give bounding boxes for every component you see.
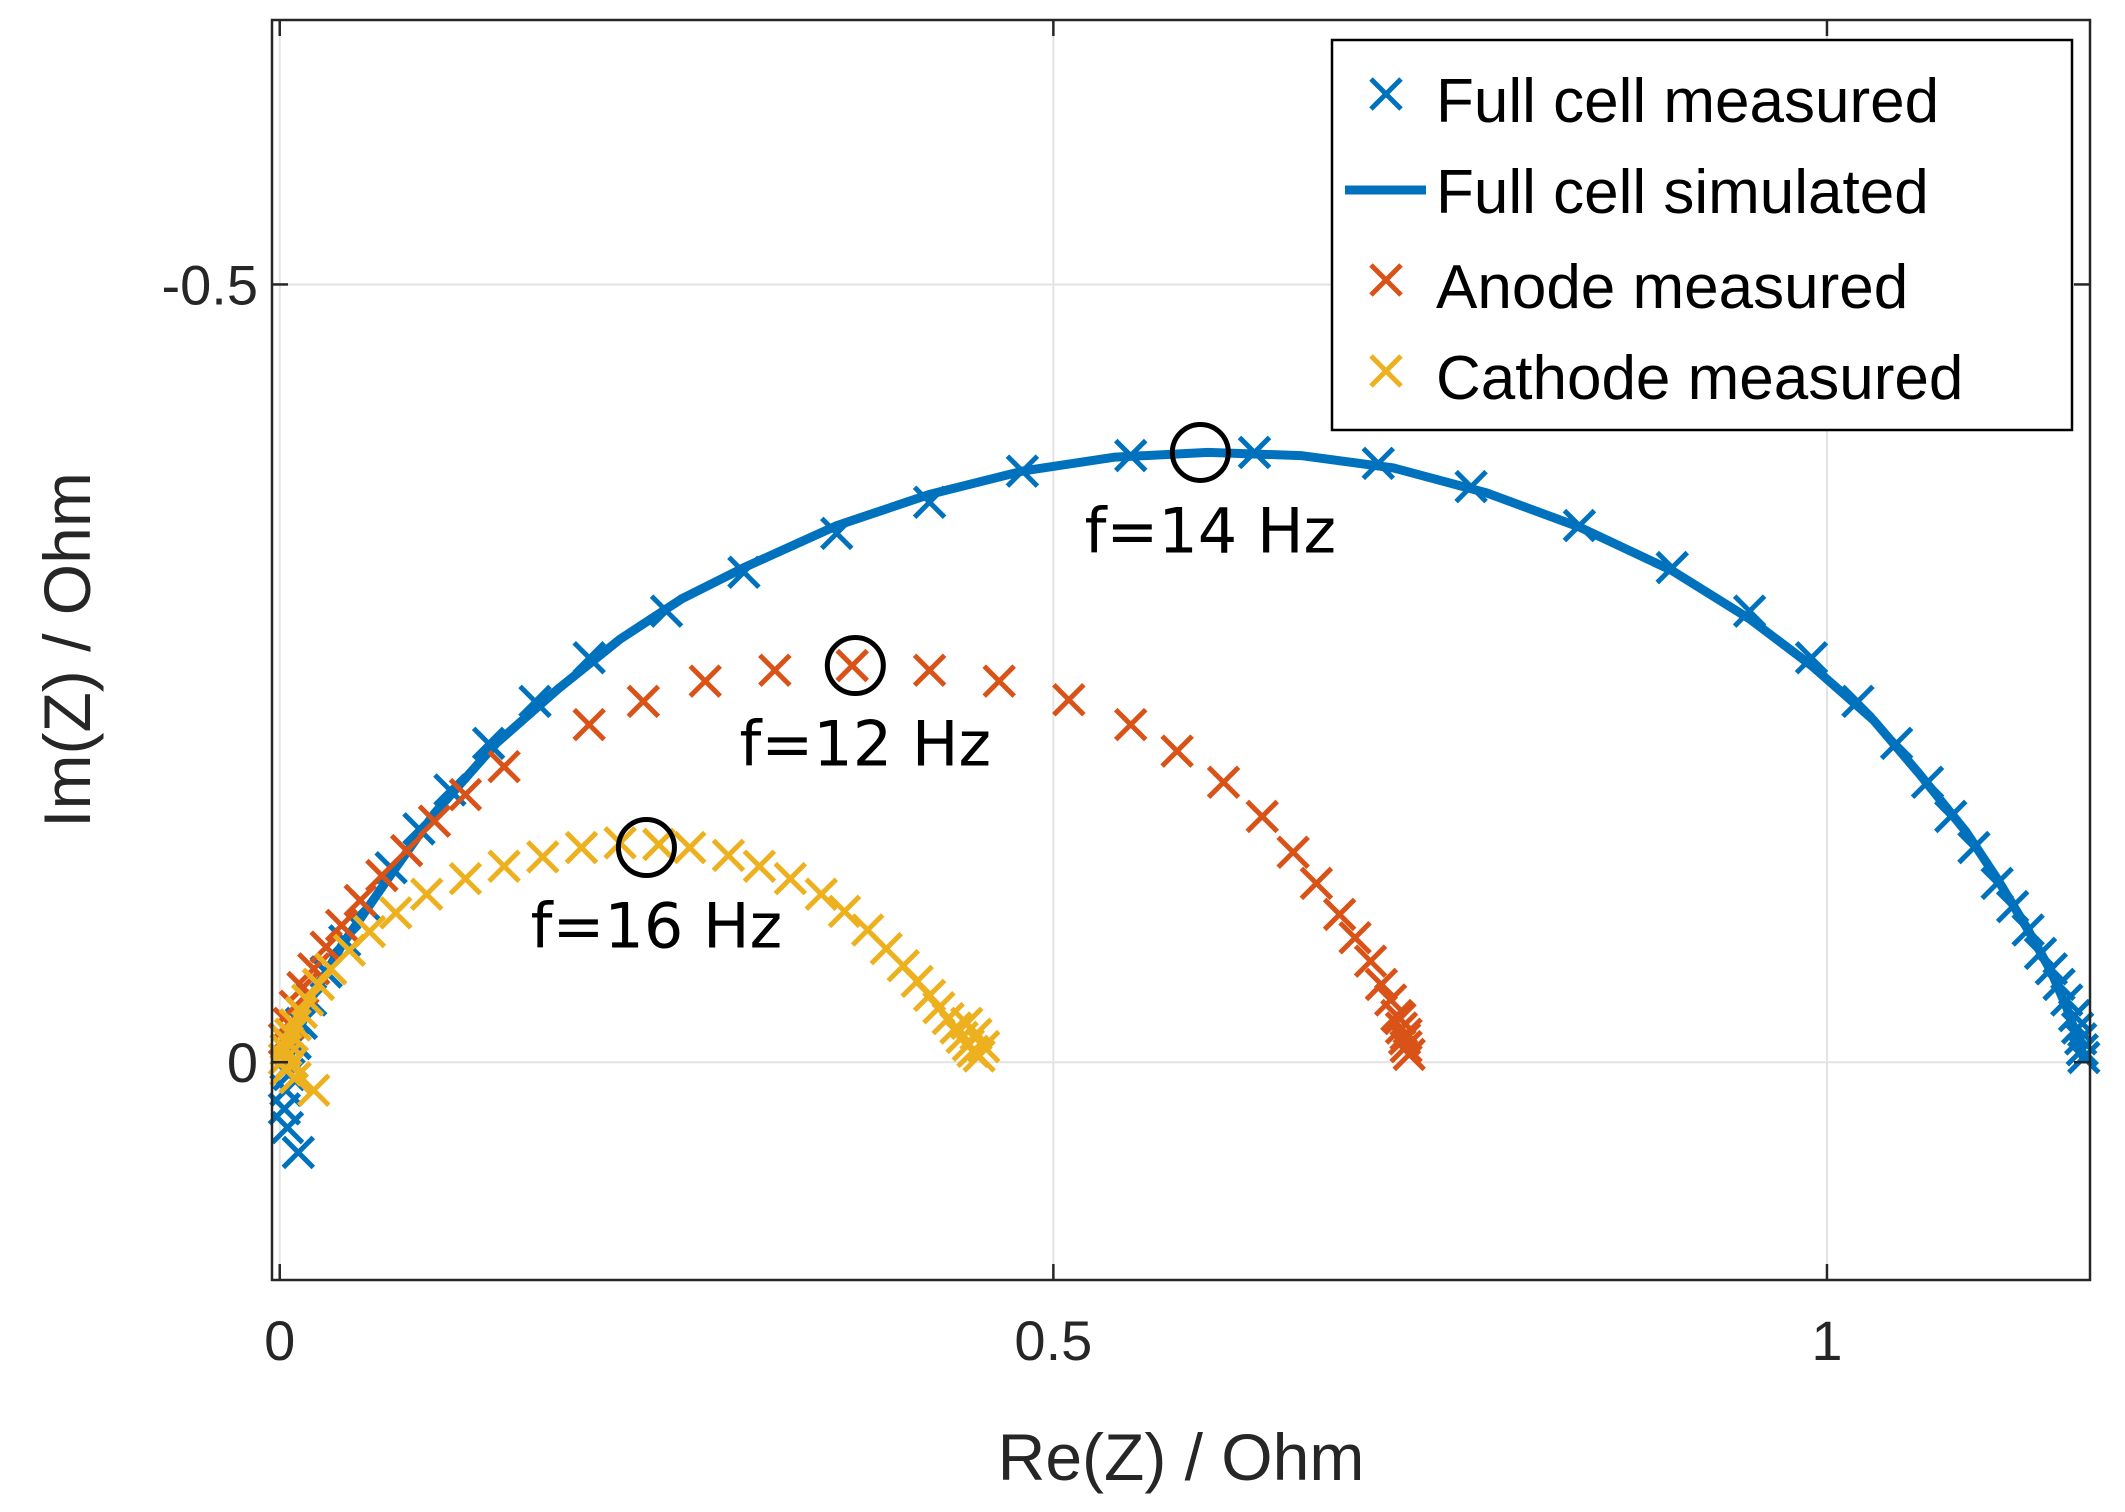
data-point (672, 830, 707, 865)
data-point (273, 1017, 308, 1051)
data-point (572, 707, 606, 742)
data-point (448, 777, 483, 812)
data-point (379, 896, 413, 930)
annotation-label: f=14 Hz (1085, 494, 1337, 567)
legend-box (1330, 38, 2074, 432)
data-point (270, 1025, 305, 1059)
y-tick-label: 0 (227, 1031, 258, 1094)
data-point (688, 664, 722, 698)
data-point (417, 804, 452, 838)
legend-entry-full-cell-measured: Full cell measured (1369, 67, 1939, 136)
data-point (389, 833, 424, 868)
data-point (1245, 799, 1279, 834)
y-tick-label: -0.5 (162, 253, 259, 316)
x-tick-label: 0 (264, 1309, 295, 1372)
legend-entry-full-cell-simulated: Full cell simulated (1345, 158, 1929, 227)
annotation-label: f=16 Hz (531, 890, 783, 963)
data-point (1794, 641, 1829, 675)
data-point (912, 653, 947, 687)
data-point (487, 749, 521, 784)
data-point (1276, 835, 1310, 869)
plot-frame (270, 18, 2092, 1282)
data-point (1364, 967, 1399, 1002)
data-point (297, 1073, 331, 1107)
data-point (1206, 765, 1241, 799)
data-point (1383, 1001, 1417, 1036)
data-point (518, 684, 552, 719)
annotation-circle (1169, 421, 1231, 483)
data-point (827, 894, 862, 929)
data-point (835, 648, 869, 683)
data-point (1160, 734, 1194, 768)
legend-x-marker (1369, 354, 1403, 388)
line-full-cell-simulated (283, 447, 2089, 1067)
data-point (1052, 683, 1086, 717)
x-axis-title: Re(Z) / Ohm (998, 1420, 1365, 1494)
annotation-circle (615, 817, 677, 879)
data-point (742, 849, 777, 883)
data-point (773, 861, 808, 896)
legend-x-marker (1369, 263, 1403, 297)
legend-entry-cathode-measured: Cathode measured (1369, 344, 1963, 413)
data-point (290, 983, 325, 1017)
data-point (409, 877, 444, 911)
data-point (1389, 1029, 1423, 1064)
legend-x-marker (1369, 77, 1403, 111)
data-point (324, 908, 359, 943)
data-point (1113, 707, 1148, 742)
x-tick-label: 1 (1811, 1309, 1842, 1372)
data-point (448, 861, 483, 896)
legend-label: Anode measured (1436, 253, 1908, 322)
data-point (626, 684, 661, 719)
data-point (949, 1006, 984, 1041)
legend-label: Full cell measured (1436, 67, 1939, 136)
data-point (1338, 921, 1372, 955)
legend-label: Full cell simulated (1436, 158, 1929, 227)
x-tick-label: 0.5 (1014, 1309, 1092, 1372)
data-point (1322, 897, 1357, 932)
frequency-annotations: f=14 Hz f=12 Hz f=16 Hz (531, 421, 1337, 963)
data-series (267, 435, 2101, 1170)
legend: Full cell measured Full cell simulated A… (1330, 38, 2074, 432)
data-point (804, 877, 839, 911)
legend-label: Cathode measured (1436, 344, 1963, 413)
data-point (471, 726, 506, 761)
data-point (564, 830, 599, 865)
data-point (487, 849, 521, 883)
legend-entry-anode-measured: Anode measured (1369, 253, 1908, 322)
series-full-cell-simulated (283, 447, 2089, 1067)
axis-ticks: 0 0.5 1 -0.5 0 (162, 20, 2090, 1372)
data-point (711, 838, 746, 873)
data-point (1353, 944, 1388, 978)
data-point (1299, 866, 1334, 901)
data-point (281, 1135, 316, 1170)
data-point (758, 653, 792, 687)
data-point (352, 914, 387, 949)
data-point (525, 840, 560, 874)
data-point (275, 1045, 309, 1079)
series-cathode-measured (267, 826, 1001, 1107)
annotation-label: f=12 Hz (740, 708, 992, 781)
data-point (982, 664, 1016, 698)
y-axis-title: Im(Z) / Ohm (30, 472, 104, 828)
annotation-circle (824, 635, 886, 697)
